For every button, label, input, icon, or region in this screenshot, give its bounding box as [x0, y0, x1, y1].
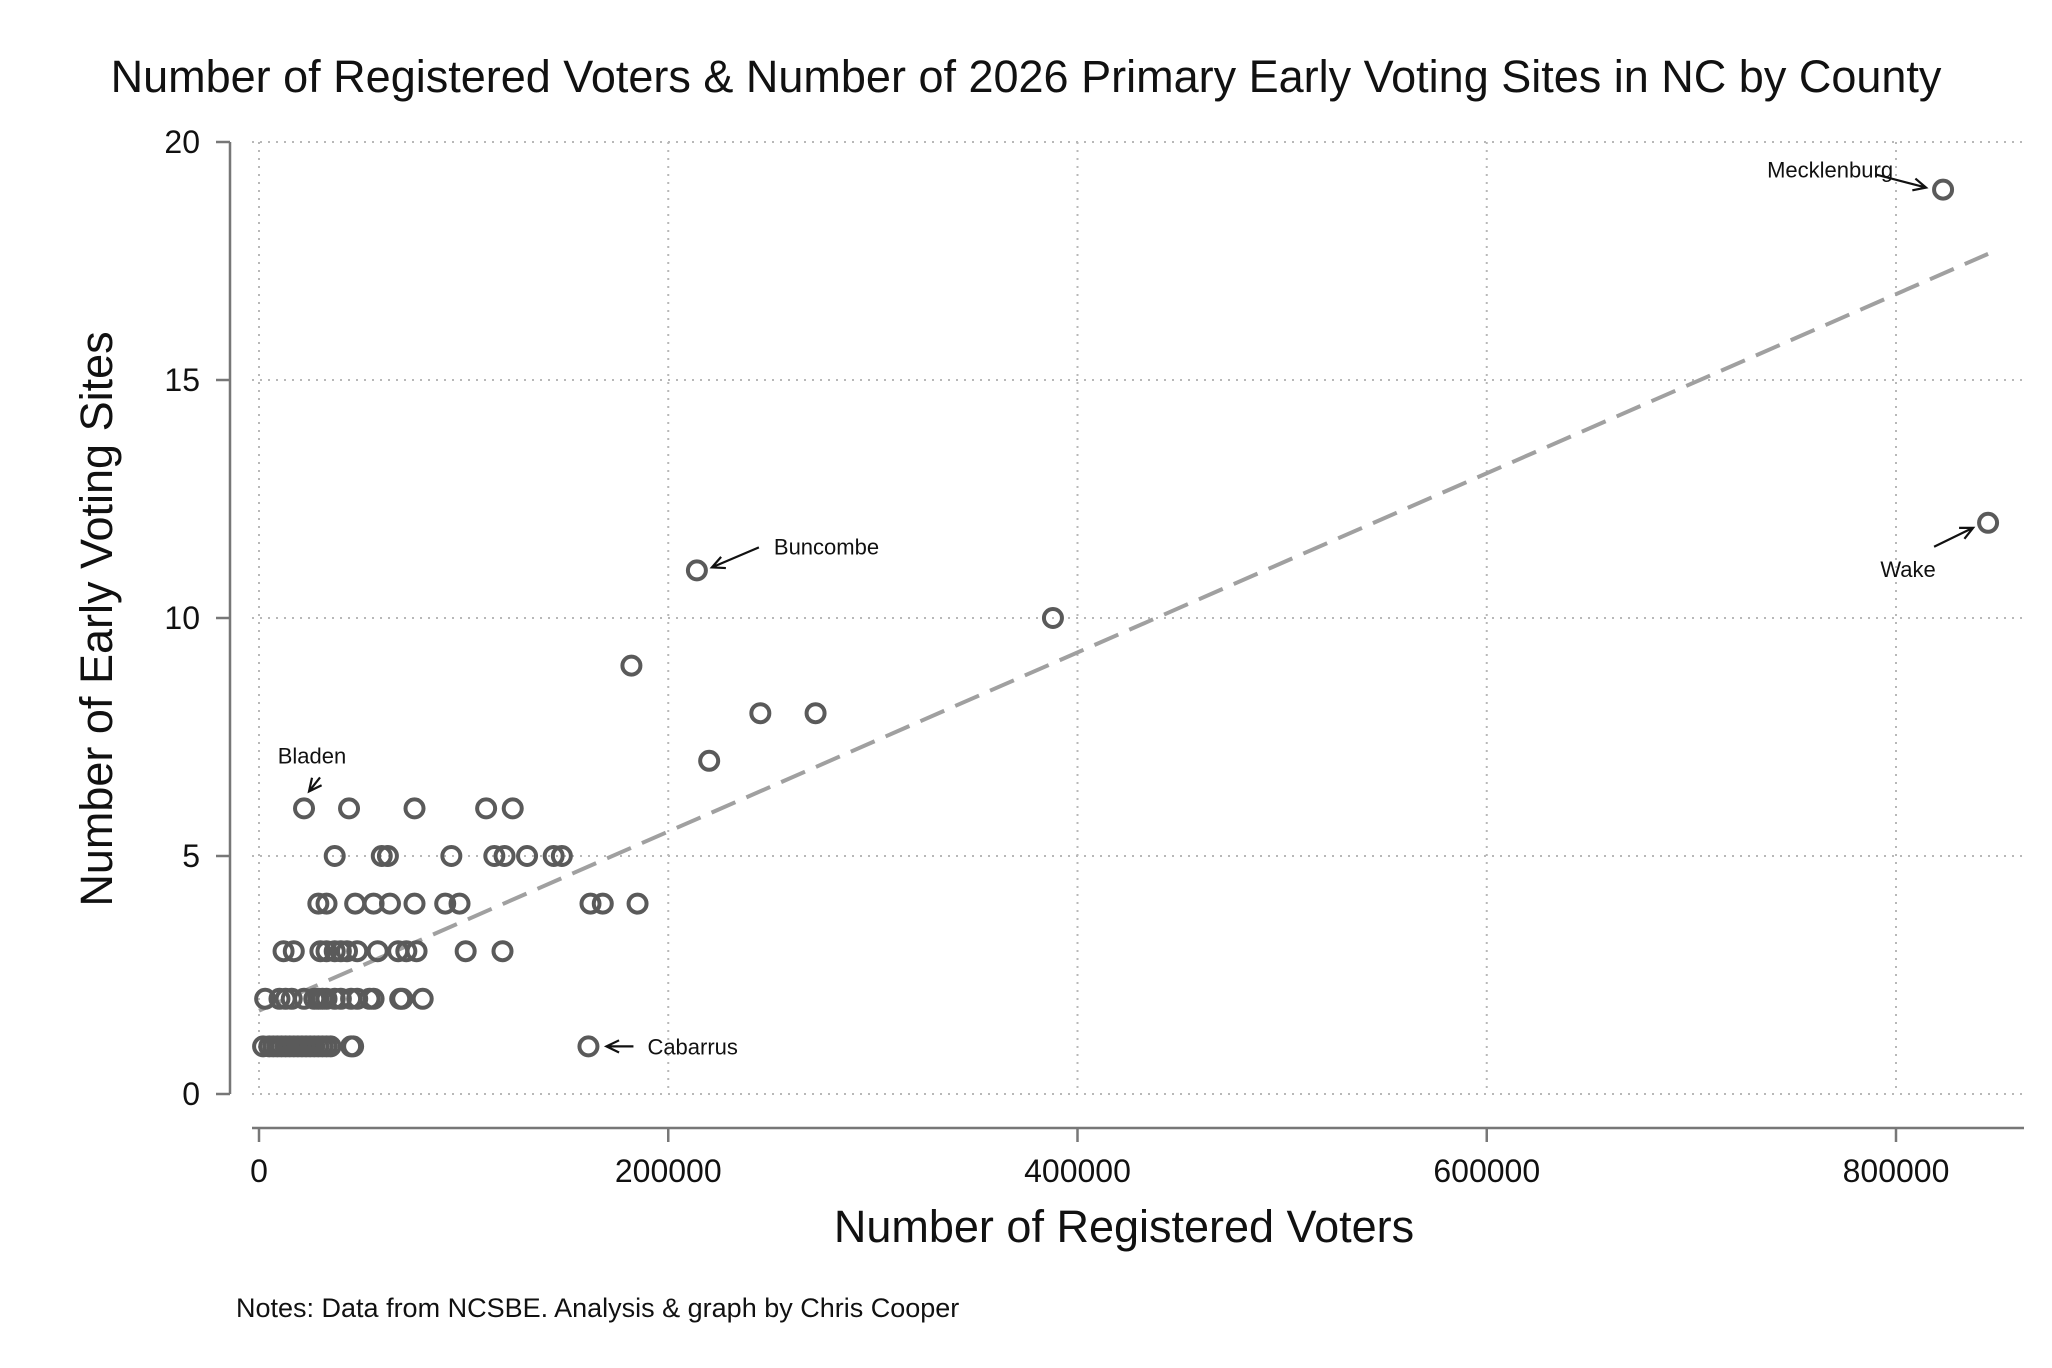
annotation-arrow [307, 776, 323, 794]
data-point [280, 987, 303, 1010]
data-point [1932, 178, 1955, 201]
data-point [323, 845, 346, 867]
annotation-arrow [1875, 173, 1929, 192]
x-axis-ticks: 0 200000 400000 600000 800000 [250, 1128, 1949, 1189]
data-point [698, 749, 721, 772]
data-point [1977, 511, 2000, 534]
data-point [307, 892, 330, 915]
data-point [454, 940, 477, 963]
annotation-label: Bladen [278, 743, 347, 768]
annotation-arrow [1933, 526, 1976, 548]
data-point [315, 940, 338, 963]
x-tick-label: 800000 [1843, 1153, 1950, 1189]
data-point [366, 940, 389, 963]
data-point [338, 797, 361, 820]
y-tick-label: 15 [164, 362, 200, 398]
data-point [362, 987, 385, 1010]
data-point [475, 797, 498, 820]
y-axis-ticks: 0 5 10 15 20 [164, 124, 230, 1112]
data-point [493, 845, 516, 867]
data-point [440, 845, 463, 867]
data-point [577, 1035, 600, 1058]
data-point [501, 797, 524, 820]
data-point [315, 987, 338, 1010]
x-tick-label: 200000 [615, 1153, 722, 1189]
data-point [376, 845, 399, 867]
data-points [252, 178, 2000, 1058]
point-annotations: Mecklenburg Buncombe Wake Bladen Cabarrus [278, 158, 1976, 1059]
data-point [411, 987, 434, 1010]
annotation-label: Wake [1880, 557, 1935, 582]
data-point [626, 892, 649, 915]
data-point [319, 1035, 342, 1058]
data-point [685, 559, 708, 582]
y-tick-label: 10 [164, 600, 200, 636]
x-tick-label: 600000 [1433, 1153, 1540, 1189]
data-point [550, 845, 573, 867]
data-point [1041, 607, 1064, 629]
annotation-arrow [603, 1039, 634, 1054]
data-point [335, 940, 358, 963]
y-tick-label: 5 [182, 838, 200, 874]
annotation-arrow [709, 546, 760, 570]
y-axis-title: Number of Early Voting Sites [71, 331, 122, 906]
data-point [395, 940, 418, 963]
chart-title: Number of Registered Voters & Number of … [111, 51, 1942, 102]
data-point [483, 845, 506, 867]
x-tick-label: 400000 [1024, 1153, 1131, 1189]
data-point [491, 940, 514, 963]
x-axis-title: Number of Registered Voters [834, 1201, 1414, 1252]
chart-note: Notes: Data from NCSBE. Analysis & graph… [236, 1293, 959, 1323]
data-point [405, 940, 428, 963]
annotation-label: Mecklenburg [1767, 158, 1893, 183]
x-tick-label: 0 [250, 1153, 268, 1189]
data-point [448, 892, 471, 915]
data-point [591, 892, 614, 915]
data-point [391, 987, 414, 1010]
data-point [434, 892, 457, 915]
data-point [282, 940, 305, 963]
data-point [579, 892, 602, 915]
annotation-label: Buncombe [774, 534, 879, 559]
data-point [542, 845, 565, 867]
data-point [804, 702, 827, 725]
data-point [403, 797, 426, 820]
gridlines [252, 141, 2024, 1095]
data-point [749, 702, 772, 725]
fit-line [258, 252, 1989, 1013]
data-point [293, 797, 316, 820]
data-point [620, 654, 643, 677]
data-point [315, 892, 338, 915]
data-point [516, 845, 539, 867]
data-point [272, 940, 295, 963]
annotation-label: Cabarrus [647, 1034, 737, 1059]
data-point [378, 892, 401, 915]
data-point [403, 892, 426, 915]
data-point [342, 1035, 365, 1058]
y-tick-label: 20 [164, 124, 200, 160]
y-tick-label: 0 [182, 1076, 200, 1112]
data-point [254, 987, 277, 1010]
data-point [346, 940, 369, 963]
